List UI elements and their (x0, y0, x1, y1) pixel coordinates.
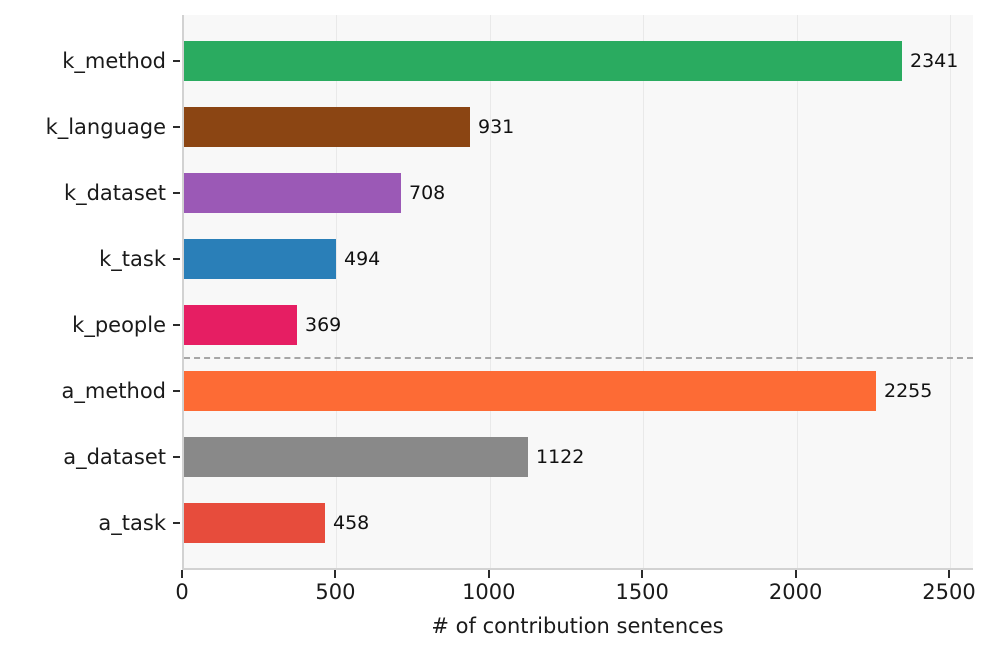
y-tick-mark (173, 324, 180, 326)
bar-value-label-k_task: 494 (344, 248, 381, 270)
y-tick-label-a_dataset: a_dataset (63, 445, 166, 469)
gridline-x-1500 (643, 15, 645, 568)
bar-a_dataset (184, 437, 528, 477)
bar-row-k_people: 369 (184, 292, 973, 358)
bar-k_method (184, 41, 902, 81)
x-tick-mark (181, 570, 183, 578)
y-tick-mark (173, 60, 180, 62)
bar-row-k_dataset: 708 (184, 160, 973, 226)
y-tick-label-k_people: k_people (72, 313, 166, 337)
y-tick-mark (173, 258, 180, 260)
bars-layer: 2341 931 708 494 369 2255 1122 458 (184, 28, 973, 556)
bar-row-a_method: 2255 (184, 358, 973, 424)
y-tick-mark (173, 192, 180, 194)
bar-value-label-a_dataset: 1122 (536, 446, 585, 468)
bar-row-k_language: 931 (184, 94, 973, 160)
x-tick-label: 500 (315, 580, 356, 604)
bar-value-label-k_people: 369 (305, 314, 342, 336)
x-tick-mark (487, 570, 490, 578)
bar-k_language (184, 107, 470, 147)
x-tick-label: 2000 (768, 580, 823, 604)
bar-k_people (184, 305, 297, 345)
y-tick-mark (173, 456, 180, 458)
y-tick-label-k_method: k_method (62, 49, 166, 73)
bar-value-label-a_task: 458 (333, 512, 370, 534)
plot-area: 2341 931 708 494 369 2255 1122 458 (182, 15, 973, 570)
x-tick-label: 2500 (922, 580, 976, 604)
x-tick-label: 0 (175, 580, 189, 604)
bar-value-label-k_dataset: 708 (409, 182, 446, 204)
y-tick-label-a_method: a_method (61, 379, 166, 403)
y-tick-label-k_dataset: k_dataset (63, 181, 166, 205)
y-tick-mark (173, 522, 180, 524)
bar-row-k_task: 494 (184, 226, 973, 292)
x-tick-mark (794, 570, 797, 578)
y-tick-label-k_language: k_language (45, 115, 166, 139)
gridline-x-1000 (489, 15, 491, 568)
y-tick-label-a_task: a_task (98, 511, 166, 535)
x-tick-label: 1000 (462, 580, 516, 604)
bar-value-label-a_method: 2255 (884, 380, 933, 402)
bar-a_method (184, 371, 876, 411)
y-tick-label-k_task: k_task (99, 247, 166, 271)
x-tick-mark (641, 570, 644, 578)
bar-value-label-k_language: 931 (478, 116, 515, 138)
x-tick-mark (948, 570, 950, 578)
x-axis-title: # of contribution sentences (431, 614, 724, 638)
gridline-x-2500 (950, 15, 951, 568)
y-tick-mark (173, 390, 180, 392)
separator-dashed-line (184, 357, 973, 359)
bar-row-a_dataset: 1122 (184, 424, 973, 490)
bar-value-label-k_method: 2341 (910, 50, 959, 72)
bar-k_task (184, 239, 336, 279)
bar-row-k_method: 2341 (184, 28, 973, 94)
bar-k_dataset (184, 173, 401, 213)
bar-a_task (184, 503, 325, 543)
gridline-x-2000 (796, 15, 798, 568)
x-tick-mark (334, 570, 337, 578)
bar-row-a_task: 458 (184, 490, 973, 556)
gridline-x-500 (336, 15, 338, 568)
y-tick-mark (173, 126, 180, 128)
x-tick-label: 1500 (615, 580, 669, 604)
